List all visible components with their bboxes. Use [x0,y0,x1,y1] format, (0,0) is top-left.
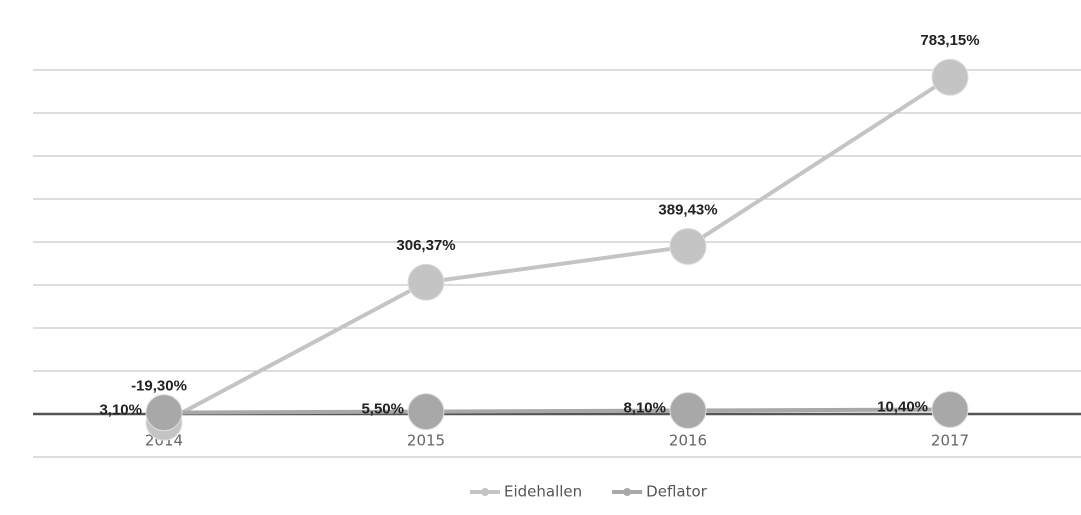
data-label: 306,37% [396,237,455,254]
data-label: 3,10% [99,402,142,419]
x-tick-label: 2015 [407,432,445,450]
data-label: 5,50% [361,401,404,418]
data-point [145,394,183,432]
data-label: 783,15% [920,32,979,49]
x-tick-label: 2017 [931,432,969,450]
data-point [669,228,707,266]
x-tick-label: 2016 [669,432,707,450]
data-point [407,263,445,301]
data-point [669,392,707,430]
series-line [163,75,952,425]
legend-label: Deflator [646,483,707,501]
data-point [931,58,969,96]
data-label: 389,43% [658,202,717,219]
series-line [163,407,951,415]
data-label: 8,10% [623,399,666,416]
data-point [931,391,969,429]
legend-label: Eidehallen [504,483,582,501]
data-point [407,393,445,431]
data-label: 10,40% [877,398,928,415]
legend-marker [623,488,632,496]
data-label: -19,30% [131,377,187,394]
legend-marker [481,488,489,496]
